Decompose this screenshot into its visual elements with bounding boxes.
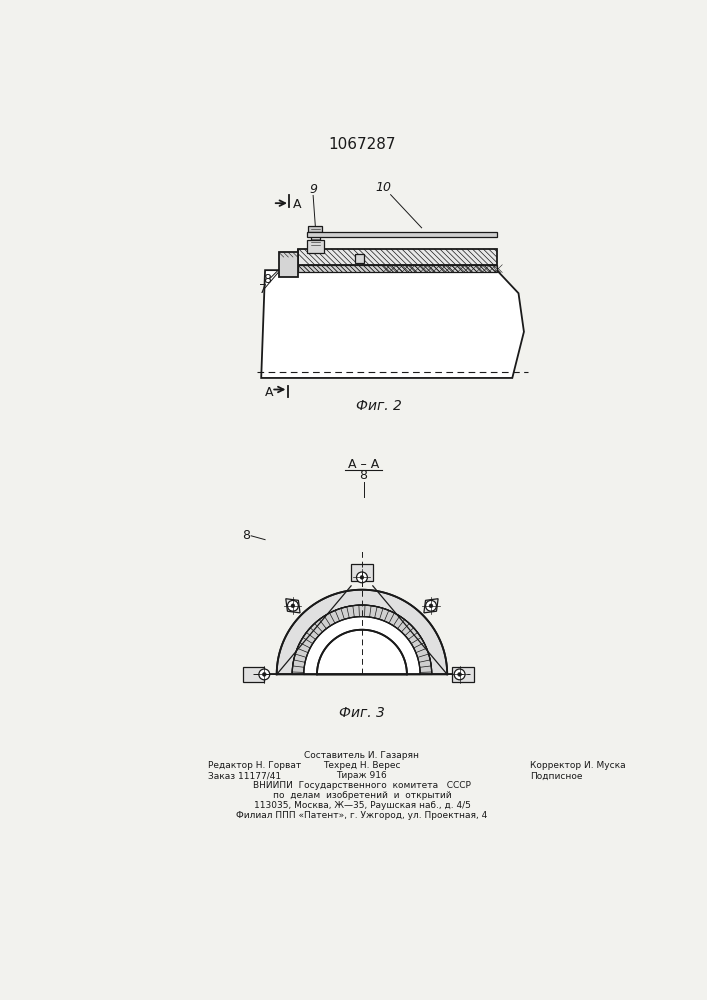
Circle shape xyxy=(356,572,368,583)
Polygon shape xyxy=(276,590,448,674)
Text: А: А xyxy=(293,198,301,211)
Text: Фиг. 2: Фиг. 2 xyxy=(356,399,402,413)
Bar xyxy=(351,564,373,581)
Text: Филиал ППП «Патент», г. Ужгород, ул. Проектная, 4: Филиал ППП «Патент», г. Ужгород, ул. Про… xyxy=(236,811,488,820)
Bar xyxy=(452,667,474,682)
Text: Заказ 11177/41: Заказ 11177/41 xyxy=(209,771,281,780)
Circle shape xyxy=(262,672,267,676)
Text: 9: 9 xyxy=(309,183,317,196)
Text: 113035, Москва, Ж—35, Раушская наб., д. 4/5: 113035, Москва, Ж—35, Раушская наб., д. … xyxy=(254,801,470,810)
Text: ВНИИПИ  Государственного  комитета   СССР: ВНИИПИ Государственного комитета СССР xyxy=(253,781,471,790)
Text: А – А: А – А xyxy=(348,458,379,471)
Polygon shape xyxy=(261,270,524,378)
Circle shape xyxy=(259,669,270,680)
Bar xyxy=(307,240,324,253)
Bar xyxy=(243,667,264,682)
Circle shape xyxy=(288,600,298,611)
Polygon shape xyxy=(286,599,300,613)
Text: Фиг. 3: Фиг. 3 xyxy=(339,706,385,720)
Polygon shape xyxy=(304,617,420,674)
Bar xyxy=(311,232,320,249)
Bar xyxy=(308,226,322,232)
Text: Редактор Н. Горват: Редактор Н. Горват xyxy=(209,761,302,770)
Circle shape xyxy=(457,672,462,676)
Text: Составитель И. Газарян: Составитель И. Газарян xyxy=(305,751,419,760)
Polygon shape xyxy=(279,249,298,277)
Text: 8: 8 xyxy=(359,469,368,482)
Polygon shape xyxy=(304,617,420,674)
Polygon shape xyxy=(424,599,438,613)
Circle shape xyxy=(291,604,295,608)
Text: 10: 10 xyxy=(375,181,391,194)
Bar xyxy=(298,265,497,272)
Text: Тираж 916: Тираж 916 xyxy=(337,771,387,780)
Text: А: А xyxy=(265,386,274,399)
Circle shape xyxy=(429,604,433,608)
Text: 8: 8 xyxy=(264,273,271,286)
Polygon shape xyxy=(317,630,407,674)
Text: Подписное: Подписное xyxy=(530,771,583,780)
Circle shape xyxy=(426,600,436,611)
Bar xyxy=(355,254,364,263)
Text: по  делам  изобретений  и  открытий: по делам изобретений и открытий xyxy=(273,791,451,800)
Text: 8: 8 xyxy=(242,529,250,542)
Text: 7: 7 xyxy=(259,283,267,296)
Bar xyxy=(298,249,497,265)
Circle shape xyxy=(360,575,364,579)
Polygon shape xyxy=(292,605,432,674)
Text: 1067287: 1067287 xyxy=(328,137,396,152)
Bar xyxy=(307,232,497,237)
Text: Корректор И. Муска: Корректор И. Муска xyxy=(530,761,626,770)
Text: Техред Н. Верес: Техред Н. Верес xyxy=(323,761,401,770)
Circle shape xyxy=(454,669,465,680)
Polygon shape xyxy=(304,617,420,674)
Polygon shape xyxy=(292,605,432,674)
